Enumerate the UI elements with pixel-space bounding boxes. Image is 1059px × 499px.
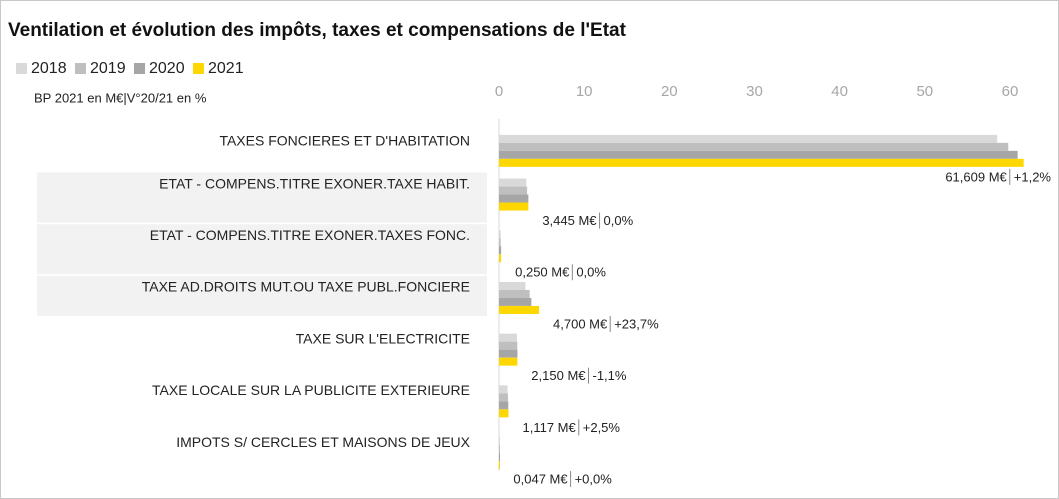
- bar: [499, 333, 517, 342]
- category-label: ETAT - COMPENS.TITRE EXONER.TAXE HABIT.: [159, 175, 470, 191]
- bar: [499, 349, 518, 358]
- category-label: TAXE LOCALE SUR LA PUBLICITE EXTERIEURE: [152, 382, 470, 398]
- change-label: +23,7%: [614, 316, 659, 331]
- legend-label: 2018: [31, 60, 67, 77]
- legend-swatch: [193, 63, 204, 74]
- category-label: TAXE AD.DROITS MUT.OU TAXE PUBL.FONCIERE: [142, 279, 470, 295]
- value-label: 0,250 M€: [515, 265, 570, 280]
- bar: [499, 445, 500, 454]
- x-tick-label: 40: [831, 83, 848, 100]
- bar: [499, 385, 508, 394]
- bar: [499, 246, 502, 255]
- bar: [499, 254, 502, 263]
- x-tick-label: 10: [576, 83, 593, 100]
- legend-label: 2021: [208, 60, 244, 77]
- change-label: 0,0%: [604, 213, 634, 228]
- category-label: TAXES FONCIERES ET D'HABITATION: [219, 133, 470, 149]
- bar: [499, 142, 1009, 151]
- legend-label: 2020: [149, 60, 185, 77]
- category-label: IMPOTS S/ CERCLES ET MAISONS DE JEUX: [176, 434, 470, 450]
- value-label: 1,117 M€: [523, 420, 577, 435]
- change-label: 0,0%: [576, 265, 606, 280]
- bar: [499, 461, 500, 470]
- value-label: 0,047 M€: [513, 471, 568, 486]
- category-label: TAXE SUR L'ELECTRICITE: [296, 330, 470, 346]
- category-label: ETAT - COMPENS.TITRE EXONER.TAXES FONC.: [150, 227, 470, 243]
- bar: [499, 194, 529, 203]
- x-tick-label: 50: [916, 83, 933, 100]
- bar: [499, 289, 530, 298]
- legend-swatch: [134, 63, 145, 74]
- value-label: 4,700 M€: [553, 316, 608, 331]
- bar: [499, 134, 998, 143]
- value-label: 61,609 M€: [945, 169, 1007, 184]
- value-label: 3,445 M€: [542, 213, 597, 228]
- bar: [499, 393, 508, 402]
- bar: [499, 437, 500, 446]
- bar: [499, 150, 1018, 159]
- change-label: +1,2%: [1014, 169, 1052, 184]
- bar: [499, 202, 529, 211]
- value-label: 2,150 M€: [531, 368, 586, 383]
- bar: [499, 409, 509, 418]
- bar: [499, 158, 1024, 167]
- x-tick-label: 60: [1002, 83, 1019, 100]
- row-band: [37, 224, 487, 275]
- x-tick-label: 30: [746, 83, 763, 100]
- change-label: +2,5%: [583, 420, 621, 435]
- x-tick-label: 0: [495, 83, 503, 100]
- legend-swatch: [75, 63, 86, 74]
- chart-title: Ventilation et évolution des impôts, tax…: [8, 20, 627, 41]
- bar: [499, 281, 526, 290]
- row-band: [37, 172, 487, 223]
- bar: [499, 341, 518, 350]
- bar: [499, 186, 528, 195]
- legend-swatch: [16, 63, 27, 74]
- bar: [499, 305, 540, 314]
- legend-label: 2019: [90, 60, 126, 77]
- bar: [499, 178, 527, 187]
- bar: [499, 357, 518, 366]
- row-band: [37, 275, 487, 316]
- subtitle: BP 2021 en M€|V°20/21 en %: [34, 90, 207, 105]
- bar: [499, 297, 532, 306]
- x-tick-label: 20: [661, 83, 678, 100]
- change-label: -1,1%: [593, 368, 627, 383]
- change-label: +0,0%: [575, 471, 613, 486]
- bar: [499, 453, 500, 462]
- bar: [499, 238, 501, 247]
- bar: [499, 401, 509, 410]
- bar: [499, 230, 501, 239]
